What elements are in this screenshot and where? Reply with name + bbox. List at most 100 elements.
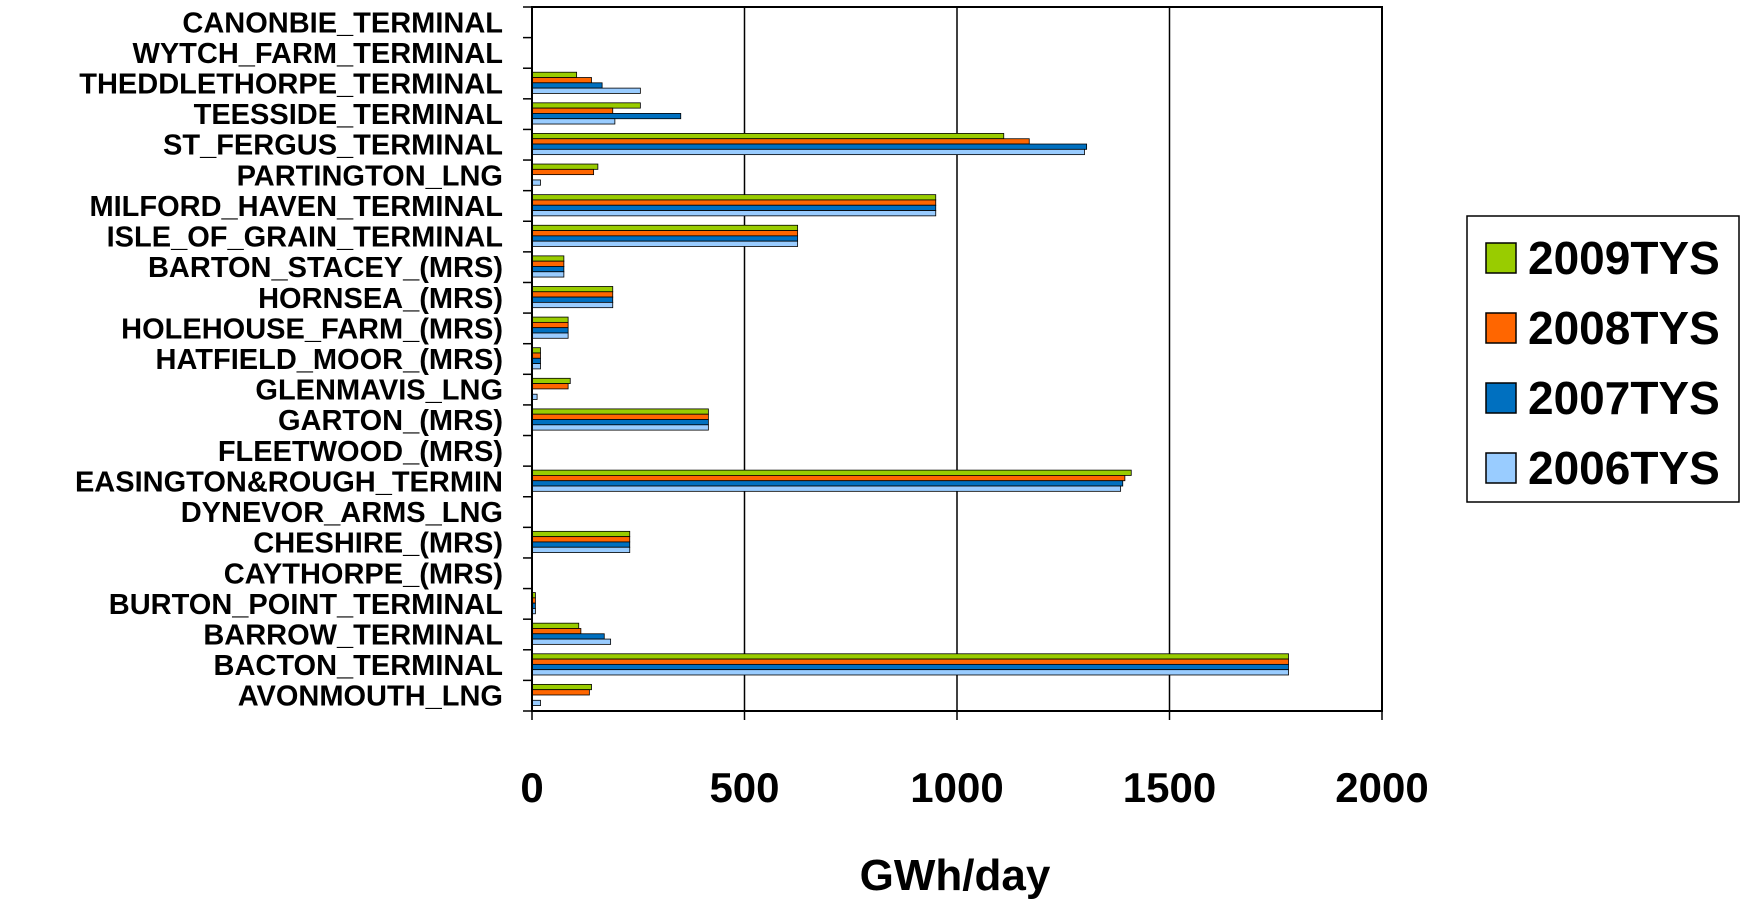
bar xyxy=(531,316,569,323)
bar xyxy=(531,260,565,267)
bar xyxy=(531,163,599,170)
bar xyxy=(531,291,614,298)
bar xyxy=(531,102,641,109)
bar xyxy=(531,669,1289,676)
bar xyxy=(531,271,565,278)
category-label: ISLE_OF_GRAIN_TERMINAL xyxy=(107,222,503,254)
legend-swatch xyxy=(1485,242,1517,274)
bar xyxy=(531,77,592,84)
bar xyxy=(531,204,937,211)
category-label: FLEETWOOD_(MRS) xyxy=(218,436,503,468)
category-label: CAYTHORPE_(MRS) xyxy=(224,558,503,590)
bar xyxy=(531,377,571,385)
bar xyxy=(531,689,590,696)
category-labels: CANONBIE_TERMINALWYTCH_FARM_TERMINALTHED… xyxy=(75,7,503,712)
category-label: THEDDLETHORPE_TERMINAL xyxy=(79,69,503,101)
legend-label: 2007TYS xyxy=(1528,372,1720,424)
bar xyxy=(531,138,1030,145)
x-tick-label: 500 xyxy=(709,764,779,811)
bar xyxy=(531,266,565,273)
category-label: CANONBIE_TERMINAL xyxy=(182,7,503,39)
bar xyxy=(531,194,937,201)
bar xyxy=(531,408,709,415)
bar xyxy=(531,113,682,120)
bar xyxy=(531,653,1289,660)
bar xyxy=(531,179,541,186)
bar xyxy=(531,301,614,309)
bar xyxy=(531,663,1289,671)
bar xyxy=(531,296,614,303)
legend-swatch xyxy=(1485,452,1517,484)
bar xyxy=(531,107,614,114)
category-label: GARTON_(MRS) xyxy=(278,405,503,437)
bar xyxy=(531,357,541,364)
bar xyxy=(531,536,631,543)
bar xyxy=(531,546,631,553)
bar xyxy=(531,622,580,629)
bar xyxy=(531,347,541,354)
bar xyxy=(531,633,605,640)
bar xyxy=(531,628,582,635)
bar xyxy=(531,541,631,548)
bar xyxy=(531,286,614,293)
bar xyxy=(531,658,1289,665)
bar xyxy=(531,87,641,94)
bar xyxy=(531,475,1126,482)
category-label: HOLEHOUSE_FARM_(MRS) xyxy=(121,313,503,345)
bar xyxy=(531,638,612,645)
category-label: ST_FERGUS_TERMINAL xyxy=(163,130,503,162)
category-label: MILFORD_HAVEN_TERMINAL xyxy=(89,191,503,223)
x-tick-label: 0 xyxy=(520,764,543,811)
bar xyxy=(531,424,709,431)
bar xyxy=(531,480,1124,487)
x-tick-label: 2000 xyxy=(1335,764,1428,811)
gridlines xyxy=(743,7,1383,711)
bar xyxy=(531,363,541,370)
category-label: BARROW_TERMINAL xyxy=(203,619,503,651)
bar xyxy=(531,240,799,247)
category-label: DYNEVOR_ARMS_LNG xyxy=(181,497,503,529)
category-label: CHESHIRE_(MRS) xyxy=(253,528,503,560)
legend-swatch xyxy=(1485,312,1517,344)
legend-label: 2009TYS xyxy=(1528,232,1720,284)
bar xyxy=(531,413,709,420)
bar xyxy=(531,82,603,89)
category-label: GLENMAVIS_LNG xyxy=(255,375,503,407)
legend: 2009TYS 2008TYS 2007TYS 2006TYS xyxy=(1466,215,1740,503)
bar xyxy=(531,118,616,125)
x-tick-label: 1000 xyxy=(910,764,1003,811)
bar xyxy=(531,255,565,262)
legend-swatch xyxy=(1485,382,1517,414)
bar xyxy=(531,148,1085,156)
category-label: PARTINGTON_LNG xyxy=(237,160,503,192)
bar xyxy=(531,71,578,78)
bars xyxy=(531,71,1289,706)
bar xyxy=(531,327,569,334)
bar xyxy=(531,469,1132,476)
bar xyxy=(531,485,1122,492)
bar xyxy=(531,383,569,390)
bar xyxy=(531,419,709,426)
bar xyxy=(531,332,569,339)
category-label: BARTON_STACEY_(MRS) xyxy=(148,252,503,284)
bar xyxy=(531,199,937,206)
category-label: AVONMOUTH_LNG xyxy=(238,681,503,713)
bar xyxy=(531,530,631,538)
category-label: EASINGTON&ROUGH_TERMIN xyxy=(75,466,503,498)
x-axis-title: GWh/day xyxy=(860,851,1051,900)
bar xyxy=(531,224,799,231)
bar xyxy=(531,699,541,706)
x-tick-label: 1500 xyxy=(1123,764,1216,811)
category-label: BURTON_POINT_TERMINAL xyxy=(109,589,503,621)
legend-label: 2006TYS xyxy=(1528,442,1720,494)
bar xyxy=(531,321,569,329)
bar xyxy=(531,168,595,176)
bar xyxy=(531,235,799,242)
axes xyxy=(523,6,1383,720)
bar xyxy=(531,143,1088,150)
category-label: BACTON_TERMINAL xyxy=(214,650,503,682)
bar xyxy=(531,683,592,691)
category-label: HORNSEA_(MRS) xyxy=(258,283,503,315)
x-tick-labels: 0 500 1000 1500 2000 xyxy=(520,764,1428,811)
